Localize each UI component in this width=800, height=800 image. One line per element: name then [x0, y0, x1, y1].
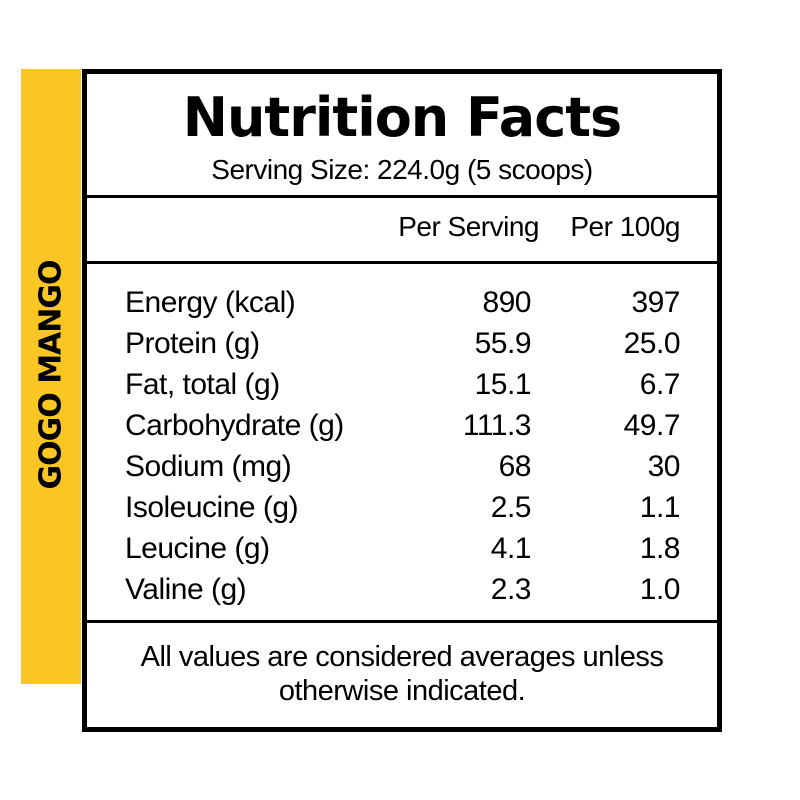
divider-header — [87, 261, 717, 264]
per-100g-value: 49.7 — [623, 409, 681, 442]
per-100g-value: 1.1 — [639, 491, 681, 524]
flavor-label: GOGO MANGO — [33, 260, 69, 490]
nutrition-panel: Nutrition Facts Serving Size: 224.0g (5 … — [82, 69, 722, 732]
per-serving-value: 4.1 — [490, 532, 532, 565]
nutrient-label: Leucine (g) — [125, 532, 270, 565]
per-serving-value: 15.1 — [474, 368, 532, 401]
table-row: Protein (g) 55.9 25.0 — [87, 323, 717, 364]
table-row: Energy (kcal) 890 397 — [87, 282, 717, 323]
nutrient-label: Isoleucine (g) — [125, 491, 299, 524]
per-serving-value: 2.3 — [490, 573, 532, 606]
serving-size: Serving Size: 224.0g (5 scoops) — [211, 154, 593, 185]
flavor-tab — [21, 69, 81, 684]
table-row: Leucine (g) 4.1 1.8 — [87, 528, 717, 569]
nutrient-label: Protein (g) — [125, 327, 260, 360]
nutrient-label: Sodium (mg) — [125, 450, 292, 483]
table-row: Valine (g) 2.3 1.0 — [87, 569, 717, 610]
footnote-line-1: All values are considered averages unles… — [140, 641, 664, 673]
table-row: Sodium (mg) 68 30 — [87, 446, 717, 487]
nutrient-table: Energy (kcal) 890 397 Protein (g) 55.9 2… — [87, 282, 717, 610]
per-serving-value: 890 — [482, 286, 531, 319]
per-100g-value: 25.0 — [623, 327, 681, 360]
nutrient-label: Valine (g) — [125, 573, 247, 606]
per-serving-value: 2.5 — [490, 491, 532, 524]
footnote-line-2: otherwise indicated. — [278, 675, 526, 707]
per-serving-value: 55.9 — [474, 327, 532, 360]
table-row: Carbohydrate (g) 111.3 49.7 — [87, 405, 717, 446]
nutrient-label: Energy (kcal) — [125, 286, 296, 319]
divider-top — [87, 195, 717, 198]
per-100g-value: 1.0 — [639, 573, 681, 606]
footnote: All values are considered averages unles… — [87, 640, 717, 708]
per-100g-value: 397 — [631, 286, 680, 319]
per-100g-value: 1.8 — [639, 532, 681, 565]
column-header-per-serving: Per Serving — [398, 211, 539, 242]
per-serving-value: 68 — [498, 450, 532, 483]
table-row: Isoleucine (g) 2.5 1.1 — [87, 487, 717, 528]
divider-bottom — [87, 620, 717, 623]
table-row: Fat, total (g) 15.1 6.7 — [87, 364, 717, 405]
per-serving-value: 111.3 — [462, 409, 532, 442]
nutrient-label: Carbohydrate (g) — [125, 409, 344, 442]
panel-title: Nutrition Facts — [182, 86, 622, 149]
per-100g-value: 30 — [647, 450, 681, 483]
column-header-per-100g: Per 100g — [570, 211, 680, 242]
per-100g-value: 6.7 — [639, 368, 681, 401]
nutrient-label: Fat, total (g) — [125, 368, 280, 401]
